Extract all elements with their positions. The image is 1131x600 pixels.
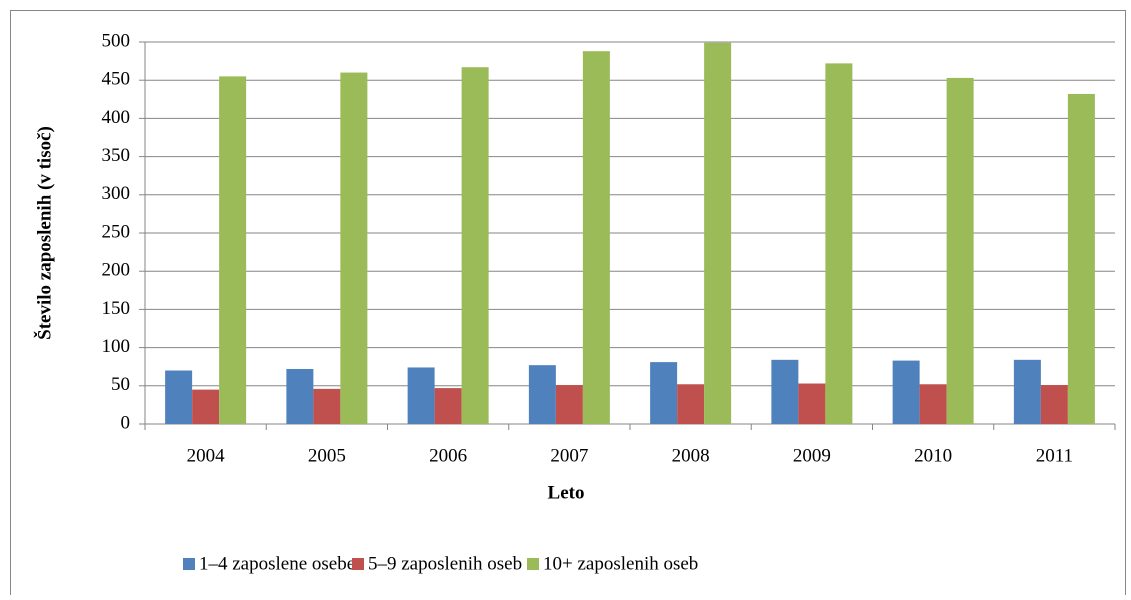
- x-tick-label: 2006: [429, 445, 467, 466]
- legend-label: 1–4 zaposlene osebe: [199, 553, 355, 574]
- y-tick-label: 250: [102, 221, 131, 242]
- bar: [219, 76, 247, 424]
- legend-label: 10+ zaposlenih oseb: [543, 553, 698, 574]
- bar: [407, 367, 435, 424]
- bar: [771, 359, 799, 424]
- bar: [1013, 359, 1041, 424]
- bar: [340, 72, 368, 424]
- x-axis-label: Leto: [548, 482, 585, 503]
- y-tick-label: 500: [102, 30, 131, 51]
- bar: [650, 362, 678, 424]
- bar: [286, 368, 314, 424]
- bar: [313, 388, 341, 424]
- bar: [582, 51, 610, 424]
- y-tick-label: 450: [102, 69, 131, 90]
- legend-swatch: [527, 558, 539, 570]
- legend-label: 5–9 zaposlenih oseb: [368, 553, 522, 574]
- legend-swatch: [183, 558, 195, 570]
- bar: [798, 383, 826, 424]
- x-tick-label: 2010: [914, 445, 952, 466]
- bar: [677, 384, 705, 424]
- x-tick-label: 2009: [793, 445, 831, 466]
- bar: [528, 365, 556, 424]
- bar: [555, 385, 583, 424]
- bar: [165, 370, 193, 424]
- y-tick-label: 0: [121, 412, 131, 433]
- x-tick-label: 2004: [187, 445, 226, 466]
- bar: [704, 42, 732, 424]
- bar: [1040, 385, 1068, 424]
- bar: [892, 360, 920, 424]
- bar: [192, 389, 220, 424]
- bar: [461, 67, 489, 424]
- y-tick-label: 400: [102, 107, 131, 128]
- y-tick-label: 50: [111, 374, 130, 395]
- bar: [946, 77, 974, 425]
- y-tick-label: 100: [102, 336, 131, 357]
- bar: [919, 384, 947, 424]
- x-tick-label: 2007: [550, 445, 588, 466]
- x-tick-label: 2008: [672, 445, 710, 466]
- legend-swatch: [352, 558, 364, 570]
- y-tick-label: 200: [102, 260, 131, 281]
- y-tick-label: 300: [102, 183, 131, 204]
- chart-frame: [10, 10, 1126, 600]
- bar: [825, 63, 853, 424]
- x-tick-label: 2005: [308, 445, 346, 466]
- x-tick-label: 2011: [1036, 445, 1073, 466]
- y-axis-label: Število zaposlenih (v tisoč): [33, 126, 55, 340]
- y-tick-label: 150: [102, 298, 131, 319]
- y-tick-label: 350: [102, 145, 131, 166]
- bar: [1067, 93, 1095, 425]
- bar: [434, 388, 462, 424]
